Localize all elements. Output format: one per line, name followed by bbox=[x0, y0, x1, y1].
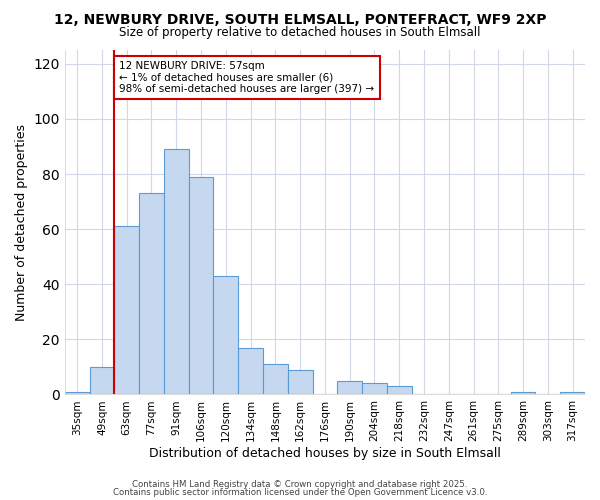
Text: Contains HM Land Registry data © Crown copyright and database right 2025.: Contains HM Land Registry data © Crown c… bbox=[132, 480, 468, 489]
Bar bbox=[511, 392, 535, 394]
Bar bbox=[89, 367, 115, 394]
Bar bbox=[164, 149, 188, 394]
Text: 12 NEWBURY DRIVE: 57sqm
← 1% of detached houses are smaller (6)
98% of semi-deta: 12 NEWBURY DRIVE: 57sqm ← 1% of detached… bbox=[119, 61, 374, 94]
X-axis label: Distribution of detached houses by size in South Elmsall: Distribution of detached houses by size … bbox=[149, 447, 501, 460]
Bar bbox=[139, 194, 164, 394]
Bar bbox=[188, 177, 214, 394]
Bar bbox=[288, 370, 313, 394]
Text: Contains public sector information licensed under the Open Government Licence v3: Contains public sector information licen… bbox=[113, 488, 487, 497]
Y-axis label: Number of detached properties: Number of detached properties bbox=[15, 124, 28, 320]
Bar bbox=[65, 392, 89, 394]
Bar bbox=[560, 392, 585, 394]
Bar bbox=[214, 276, 238, 394]
Text: 12, NEWBURY DRIVE, SOUTH ELMSALL, PONTEFRACT, WF9 2XP: 12, NEWBURY DRIVE, SOUTH ELMSALL, PONTEF… bbox=[54, 12, 546, 26]
Bar bbox=[238, 348, 263, 395]
Bar bbox=[387, 386, 412, 394]
Bar bbox=[362, 384, 387, 394]
Bar bbox=[115, 226, 139, 394]
Bar bbox=[263, 364, 288, 394]
Text: Size of property relative to detached houses in South Elmsall: Size of property relative to detached ho… bbox=[119, 26, 481, 39]
Bar bbox=[337, 380, 362, 394]
